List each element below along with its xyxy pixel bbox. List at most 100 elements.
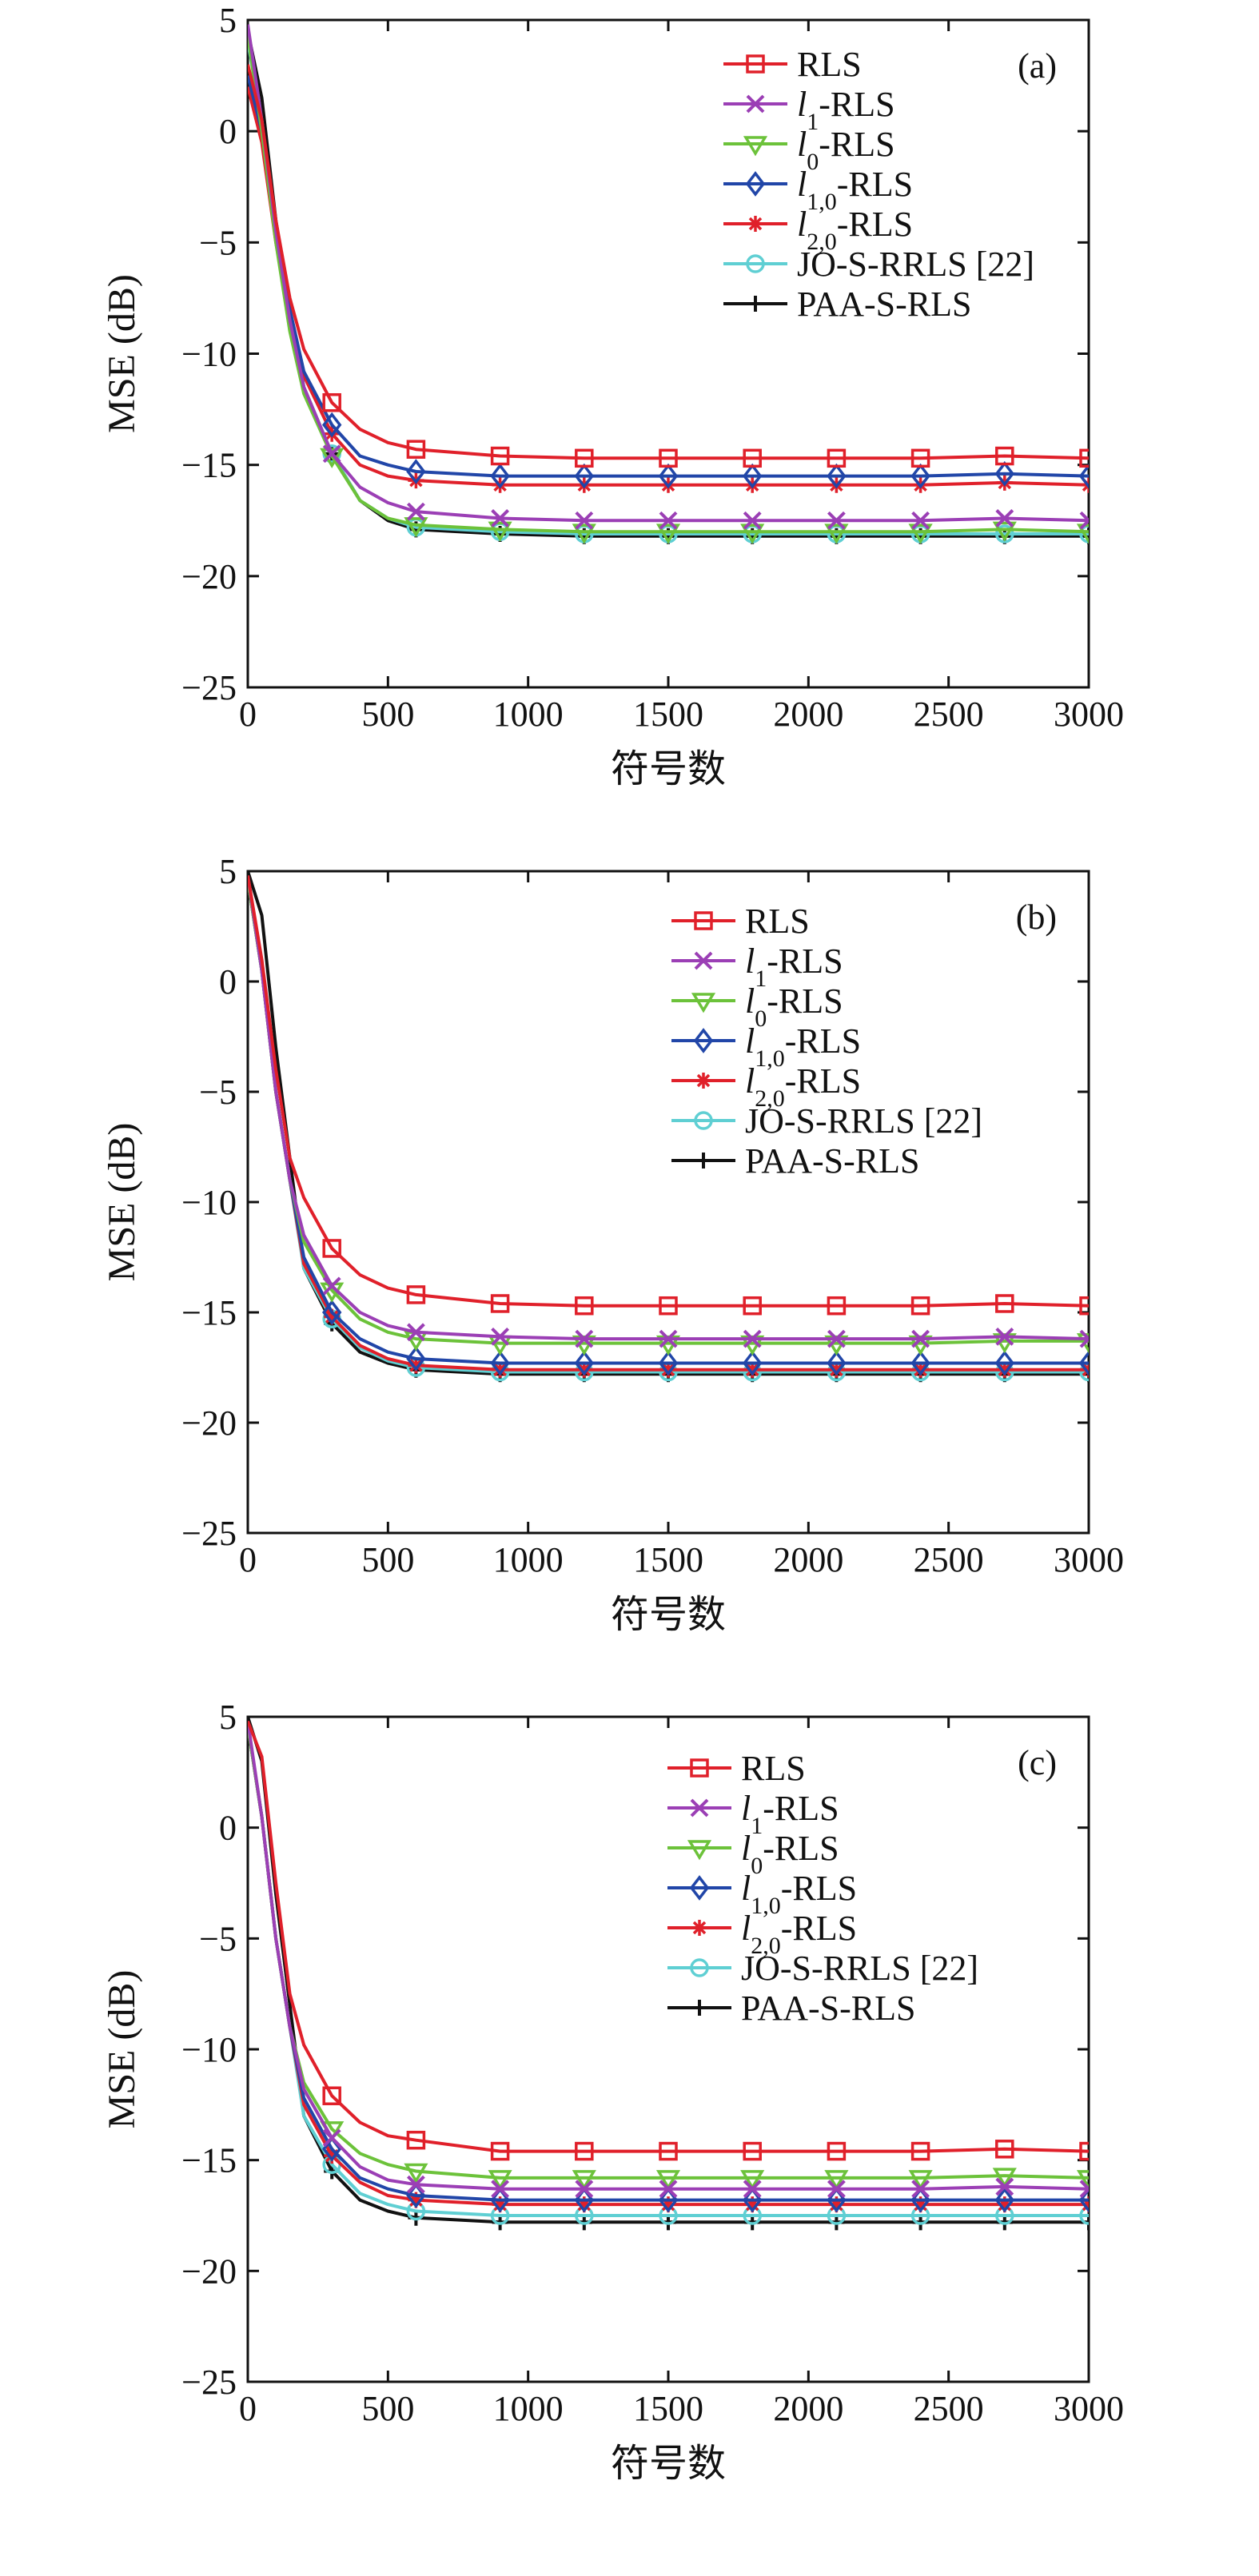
data-point-rls: [575, 2141, 594, 2161]
data-point-l1-rls: [659, 1329, 678, 1348]
data-point-l0-rls: [404, 2163, 428, 2184]
data-point-l0-rls: [655, 2170, 681, 2191]
y-axis-label: MSE (dB): [101, 274, 143, 433]
legend-label-l0-rls: l0-RLS: [797, 125, 895, 175]
data-point-l1-rls: [659, 511, 678, 530]
legend-marker-l0-rls: [743, 136, 768, 157]
panel-label: (c): [1018, 1743, 1057, 1782]
y-tick-label: −5: [199, 1073, 237, 1112]
data-point-l0-rls: [740, 524, 765, 544]
data-point-rls: [490, 2141, 510, 2161]
data-point-l1-0-rls: [490, 463, 510, 489]
data-point-l2-0-rls: [996, 1361, 1013, 1378]
data-point-rls: [827, 448, 847, 468]
data-point-l0-rls: [1076, 2170, 1089, 2191]
data-point-l1-rls: [575, 1329, 594, 1348]
data-point-l1-0-rls: [574, 1350, 595, 1376]
y-tick-label: −20: [181, 2252, 237, 2291]
data-point-l2-0-rls: [408, 1357, 424, 1374]
data-point-l1-0-rls: [406, 2183, 426, 2208]
data-point-l2-0-rls: [576, 2196, 592, 2213]
legend-marker-paa-s-rls: [691, 2000, 707, 2016]
data-point-l0-rls: [992, 521, 1017, 542]
data-point-l1-rls: [743, 1329, 762, 1348]
data-point-l2-0-rls: [828, 1361, 845, 1378]
data-point-l1-0-rls: [742, 2187, 763, 2213]
x-tick-label: 3000: [1054, 2389, 1124, 2428]
series-line-rls: [248, 875, 1089, 1308]
data-point-l2-0-rls: [660, 2196, 676, 2213]
data-point-rls: [995, 2140, 1014, 2159]
data-point-l1-rls: [743, 2180, 762, 2199]
x-tick-label: 500: [361, 695, 414, 734]
x-tick-label: 0: [239, 1540, 257, 1579]
legend-label-rls: RLS: [741, 1749, 806, 1788]
legend-label-l1-0-rls: l1,0-RLS: [745, 1021, 861, 1072]
chart-panel-c: 0 500 1000 1500 2000 2500 3000 5 0 −5 −10 −15 −20 −25…: [101, 1698, 1124, 2485]
data-point-l1-rls: [322, 444, 341, 464]
data-point-l0-rls: [655, 524, 681, 544]
x-tick-label: 2500: [914, 695, 984, 734]
y-tick-label: −25: [181, 1514, 237, 1553]
data-point-l2-0-rls: [996, 2196, 1013, 2213]
data-point-l2-0-rls: [408, 2192, 424, 2208]
data-point-l1-0-rls: [1078, 463, 1089, 489]
y-tick-label: −10: [181, 335, 237, 374]
x-tick-label: 1000: [493, 2389, 564, 2428]
data-point-jo-s-rrls-22: [995, 524, 1014, 543]
x-tick-label: 2500: [914, 1540, 984, 1579]
data-point-rls: [406, 2130, 426, 2150]
legend: RLSl1-RLSl0-RLSl1,0-RLSl2,0-RLSJO-S-RRLS…: [723, 45, 1034, 324]
legend-marker-l1-rls: [746, 94, 765, 113]
y-tick-label: −10: [181, 1183, 237, 1222]
x-tick-label: 1500: [633, 2389, 703, 2428]
data-point-l0-rls: [1076, 524, 1089, 544]
data-point-jo-s-rrls-22: [1079, 524, 1089, 543]
x-tick-label: 2500: [914, 2389, 984, 2428]
data-point-l1-rls: [995, 509, 1014, 528]
y-tick-label: −25: [181, 668, 237, 707]
data-point-l1-rls: [995, 1327, 1014, 1346]
data-point-l2-0-rls: [492, 1361, 508, 1378]
chart-panel-a: 0 500 1000 1500 2000 2500 3000 5 0 −5 −10 −15 −20 −25…: [101, 1, 1124, 790]
legend-label-l0-rls: l0-RLS: [741, 1829, 839, 1879]
data-point-l1-0-rls: [742, 1350, 763, 1376]
data-point-rls: [659, 2141, 678, 2161]
x-tick-label: 3000: [1054, 695, 1124, 734]
legend-label-jo-s-rrls-22: JO-S-RRLS [22]: [745, 1101, 982, 1141]
legend: RLSl1-RLSl0-RLSl1,0-RLSl2,0-RLSJO-S-RRLS…: [667, 1749, 978, 2028]
y-tick-label: 5: [219, 852, 237, 891]
data-point-l0-rls: [908, 2170, 933, 2191]
legend-label-l1-rls: l1-RLS: [745, 942, 843, 992]
data-point-rls: [490, 446, 510, 466]
data-point-rls: [322, 1239, 341, 1258]
data-point-l2-0-rls: [324, 1308, 341, 1325]
legend-marker-l0-rls: [687, 1840, 712, 1861]
data-point-rls: [1079, 1296, 1089, 1316]
data-point-l0-rls: [404, 517, 428, 538]
legend-label-l2-0-rls: l2,0-RLS: [741, 1909, 857, 1959]
data-point-l1-0-rls: [827, 463, 847, 489]
data-point-rls: [995, 1294, 1014, 1313]
y-tick-label: 0: [219, 962, 237, 1001]
legend-marker-l1-rls: [690, 1798, 709, 1818]
data-point-l2-0-rls: [744, 1361, 761, 1378]
panel-label: (a): [1018, 46, 1057, 86]
y-axis-label: MSE (dB): [101, 1123, 143, 1282]
data-point-l1-0-rls: [827, 2187, 847, 2213]
data-point-paa-s-rls: [1081, 528, 1089, 544]
series-line-rls: [248, 1720, 1089, 2153]
legend-label-l1-0-rls: l1,0-RLS: [741, 1869, 857, 1919]
x-tick-label: 500: [361, 2389, 414, 2428]
data-point-jo-s-rrls-22: [1079, 1362, 1089, 1382]
legend-marker-rls: [746, 54, 765, 74]
data-point-rls: [827, 2141, 847, 2161]
data-point-l0-rls: [824, 2170, 849, 2191]
data-point-l1-rls: [406, 2175, 425, 2194]
legend-marker-l2-0-rls: [747, 216, 763, 232]
y-tick-label: −25: [181, 2363, 237, 2402]
legend-label-paa-s-rls: PAA-S-RLS: [745, 1141, 919, 1181]
data-point-rls: [575, 1296, 594, 1316]
data-point-l1-rls: [1079, 511, 1089, 530]
